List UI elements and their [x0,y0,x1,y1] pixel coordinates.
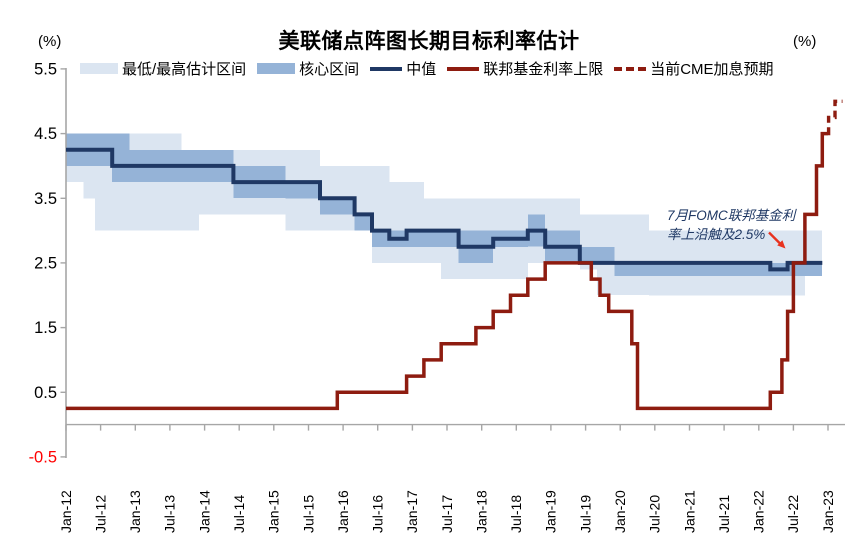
ffr-line [66,131,828,411]
x-axis-tick-label: Jul-19 [577,495,593,533]
range-band-segment [372,165,390,263]
y-axis-tick-label: 4.5 [34,125,57,143]
core-band-segment [804,262,823,276]
x-axis-tick-label: Jan-18 [474,490,490,533]
x-axis-labels: Jan-12 Jul-12 Jan-13 Jul-13 Jan-14 Jul-14 Jan-… [58,490,836,533]
y-axis-tick-label: 2.5 [34,254,57,272]
x-axis-tick-label: Jan-17 [404,490,420,533]
median-line [66,147,823,272]
ffr-step-path [66,131,828,411]
x-axis-tick-label: Jan-19 [543,490,559,533]
x-axis-tick-label: Jul-12 [92,495,108,533]
annotation-arrow-icon [768,231,786,249]
x-axis-tick-label: Jan-14 [196,490,212,533]
y-axis-tick-label: 0.5 [34,384,57,402]
y-axis-labels: 5.5 4.5 3.5 2.5 1.5 0.5 -0.5 [29,60,57,466]
y-axis-tick-label: 3.5 [34,190,57,208]
median-step-path [66,147,823,272]
axes [60,68,845,458]
core-band-segment [285,182,320,199]
core-band-segment [112,133,130,183]
core-band-segment [614,262,649,276]
core-band-segment [320,198,355,215]
range-band-segment [389,182,424,263]
core-band-segment [649,262,805,276]
x-axis-tick-label: Jan-16 [335,490,351,533]
x-axis-tick-label: Jan-15 [266,490,282,533]
cme-step-path [826,99,843,136]
core-band-segment [579,246,598,263]
core-band-segment [354,214,372,231]
core-band-segment [441,230,459,247]
x-axis-tick-label: Jan-21 [681,490,697,533]
range-band-segment [614,214,649,296]
y-axis-tick-label: 5.5 [34,60,57,78]
y-axis-tick-label: 1.5 [34,319,57,337]
y-axis-tick-label: -0.5 [29,448,57,466]
x-axis-tick-label: Jul-17 [439,495,455,533]
cme-dashed-line [826,99,843,136]
range-band-segment [83,133,95,199]
x-axis-tick-label: Jul-14 [231,495,247,533]
x-axis-tick-label: Jul-20 [647,495,663,533]
x-axis-tick-label: Jul-13 [162,495,178,533]
x-axis-tick-label: Jul-18 [508,495,524,533]
x-axis-tick-label: Jan-13 [127,490,143,533]
core-band-segment [423,230,442,247]
x-axis-tick-label: Jul-21 [716,495,732,533]
x-axis-tick-label: Jan-20 [612,490,628,533]
core-band-segment [597,246,615,263]
x-axis-tick-label: Jul-15 [300,495,316,533]
x-axis-tick-label: Jan-22 [751,490,767,533]
x-axis-tick-label: Jan-12 [58,490,74,533]
x-axis-tick-label: Jul-16 [370,495,386,533]
x-axis-tick-label: Jan-23 [820,490,836,533]
core-band-segment [372,230,390,247]
x-axis-tick-label: Jul-22 [785,495,801,533]
